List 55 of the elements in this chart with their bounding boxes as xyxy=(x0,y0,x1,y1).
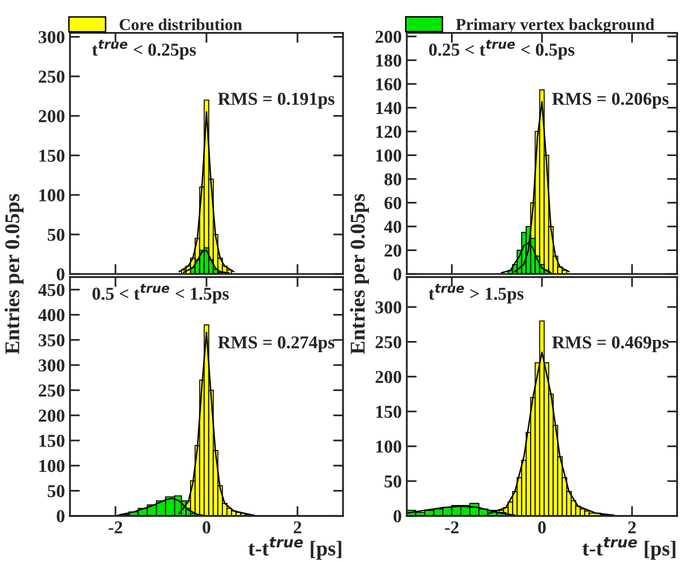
annotation: 0.25 < t$^{true}$ < 0.5ps xyxy=(429,40,574,60)
y-tick-label: 300 xyxy=(38,359,64,372)
annotation: t$^{true}$ < 0.25ps xyxy=(92,40,196,60)
y-tick-label: 40 xyxy=(384,220,402,233)
legend-label: Core distribution xyxy=(120,18,242,30)
y-axis-title: Entries per 0.05ps xyxy=(4,194,24,354)
y-tick-label: 140 xyxy=(376,102,402,114)
x-tick-label: -2 xyxy=(108,521,122,534)
y-tick-label: 180 xyxy=(376,54,402,67)
y-tick-label: 200 xyxy=(38,410,64,422)
x-axis-title: t-t$^{true}$ [ps] xyxy=(582,537,676,560)
x-tick-label: 2 xyxy=(294,521,302,534)
y-tick-label: 300 xyxy=(376,301,402,314)
y-tick-label: 0 xyxy=(394,268,402,280)
y-tick-label: 200 xyxy=(376,370,402,384)
y-tick-label: 0 xyxy=(56,268,64,280)
y-tick-label: 80 xyxy=(384,173,402,186)
y-tick-label: 120 xyxy=(376,126,402,138)
x-tick-label: 0 xyxy=(202,521,210,534)
y-tick-label: 50 xyxy=(48,228,64,241)
y-tick-label: 100 xyxy=(39,189,64,202)
y-tick-label: 250 xyxy=(38,70,64,83)
y-tick-label: 50 xyxy=(48,485,64,498)
y-tick-label: 100 xyxy=(376,149,402,162)
y-tick-label: 160 xyxy=(376,78,402,90)
y-tick-label: 150 xyxy=(376,406,402,418)
y-tick-label: 200 xyxy=(38,110,64,122)
y-tick-label: 0 xyxy=(394,510,402,522)
y-tick-label: 300 xyxy=(38,31,64,44)
y-axis-title: Entries per 0.05ps xyxy=(350,194,369,354)
y-tick-label: 250 xyxy=(38,384,64,397)
annotation: 0.5 < t$^{true}$ < 1.5ps xyxy=(92,284,229,304)
annotation: RMS = 0.206ps xyxy=(552,92,669,109)
y-tick-label: 400 xyxy=(38,309,64,322)
y-tick-label: 0 xyxy=(56,510,64,522)
y-tick-label: 50 xyxy=(384,475,402,488)
y-tick-label: 150 xyxy=(39,434,64,447)
y-tick-label: 100 xyxy=(39,460,64,472)
y-tick-label: 60 xyxy=(384,196,402,210)
legend-label: Primary vertex background xyxy=(456,18,654,34)
y-tick-label: 200 xyxy=(376,30,402,43)
x-tick-label: 2 xyxy=(628,521,636,534)
annotation: RMS = 0.469ps xyxy=(552,336,669,352)
y-tick-label: 350 xyxy=(38,334,64,346)
x-axis-title: t-t$^{true}$ [ps] xyxy=(248,537,342,560)
x-tick-label: 0 xyxy=(538,521,546,534)
annotation: t$^{true}$ > 1.5ps xyxy=(428,284,524,304)
x-tick-label: -2 xyxy=(444,521,459,534)
y-tick-label: 250 xyxy=(376,336,402,348)
y-tick-label: 100 xyxy=(376,440,402,453)
y-tick-label: 20 xyxy=(384,244,402,257)
y-tick-label: 150 xyxy=(39,150,64,162)
annotation: RMS = 0.191ps xyxy=(218,92,334,109)
y-tick-label: 450 xyxy=(38,284,64,296)
annotation: RMS = 0.274ps xyxy=(218,336,334,352)
